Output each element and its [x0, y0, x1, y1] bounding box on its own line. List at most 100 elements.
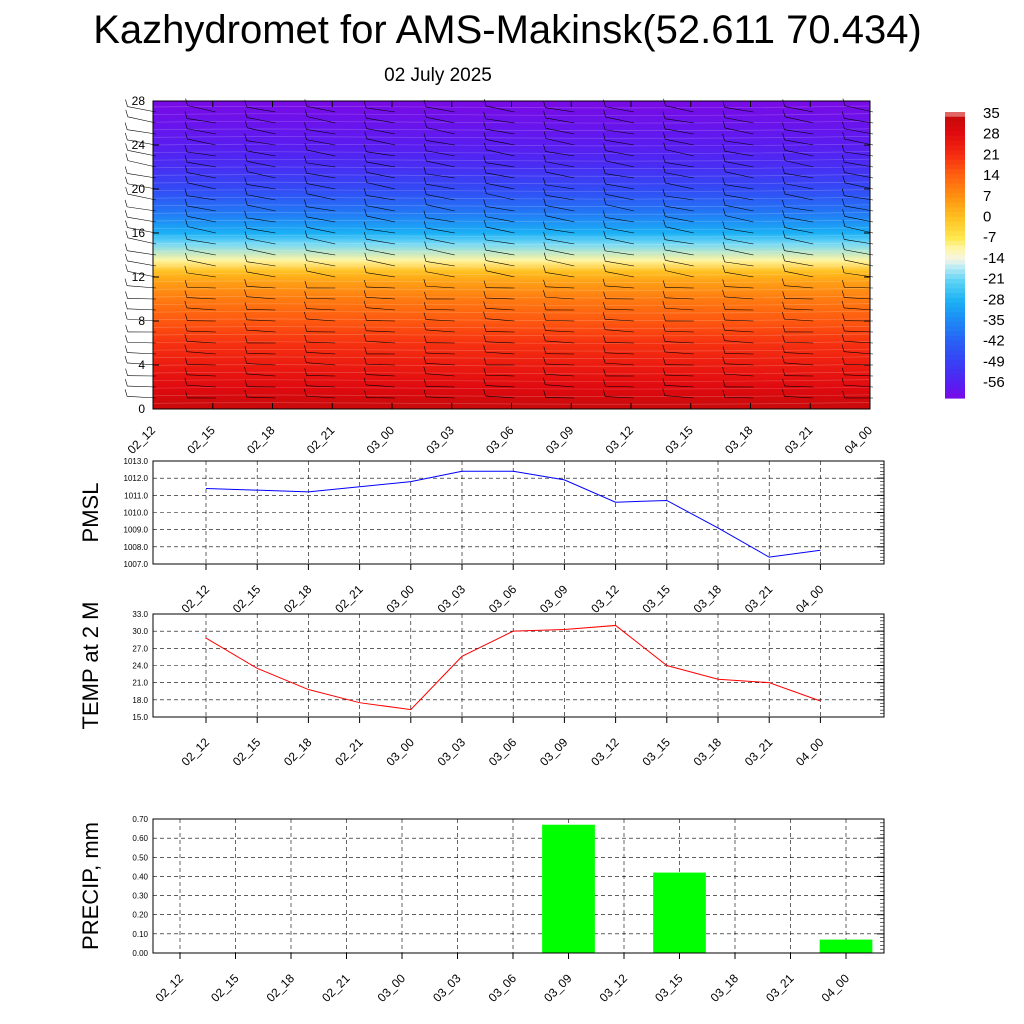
wind-barb-flag: [543, 279, 546, 287]
wind-barb: [366, 363, 396, 366]
y-tick-label: 1012.0: [124, 474, 149, 483]
wind-barb: [545, 194, 575, 201]
wind-barb: [545, 151, 575, 157]
wind-barb-flag: [124, 389, 128, 397]
wind-barb-flag: [662, 378, 666, 386]
wind-barb: [724, 396, 754, 399]
colorbar-label: -28: [983, 291, 1005, 308]
wind-barb: [844, 341, 874, 344]
wind-barb: [187, 226, 216, 234]
wind-barb-flag: [722, 198, 726, 206]
wind-barb: [545, 286, 575, 289]
wind-barb-flag: [423, 322, 427, 330]
x-tick-label: 03_00: [364, 423, 398, 457]
wind-barb-flag: [304, 142, 308, 151]
wind-barb-flag: [304, 176, 308, 184]
contour-line: [152, 250, 871, 253]
wind-barb: [784, 385, 814, 388]
wind-barb-flag: [841, 265, 845, 273]
wind-barb: [844, 205, 874, 212]
wind-barb: [545, 374, 575, 377]
wind-barb: [485, 374, 515, 377]
contour-line: [152, 402, 871, 405]
wind-barb-flag: [483, 253, 487, 261]
wind-barb: [127, 216, 157, 223]
wind-barb-flag: [244, 379, 248, 387]
wind-barb: [186, 195, 216, 201]
contour-line: [152, 113, 871, 116]
wind-barb-flag: [722, 390, 726, 398]
plot-frame: [152, 613, 885, 718]
wind-barb: [187, 216, 216, 223]
wind-barb: [187, 105, 216, 113]
wind-barb-flag: [722, 221, 725, 229]
wind-barb-flag: [364, 208, 367, 217]
wind-barb-flag: [663, 313, 666, 322]
wind-barb-flag: [842, 357, 845, 365]
x-tick-label: 02_21: [319, 971, 353, 1005]
colorbar-segment: [945, 340, 965, 347]
x-tick-label: 04_00: [793, 582, 827, 616]
wind-barb: [545, 171, 575, 179]
colorbar-segment: [945, 393, 965, 399]
y-tick-label: 21.0: [132, 679, 148, 688]
contour-line: [152, 303, 871, 306]
wind-barb-flag: [124, 166, 128, 174]
wind-barb: [127, 341, 157, 344]
wind-barb: [545, 319, 575, 322]
wind-barb: [665, 287, 694, 289]
wind-barb-flag: [662, 324, 666, 332]
wind-barb-flag: [782, 186, 786, 195]
colorbar-segment: [945, 145, 965, 151]
contour-line: [152, 371, 871, 375]
wind-barb-flag: [722, 100, 725, 108]
wind-barb: [186, 239, 216, 245]
wind-barb: [784, 106, 814, 113]
wind-barb: [664, 239, 694, 245]
contour-line: [152, 295, 871, 299]
wind-barb: [307, 116, 336, 124]
colorbar-segment: [945, 264, 965, 270]
wind-barb: [306, 395, 336, 399]
wind-barb: [426, 106, 455, 113]
wind-barb: [605, 308, 635, 311]
wind-barb-flag: [423, 279, 427, 287]
wind-barb: [127, 150, 157, 157]
wind-barb-flag: [842, 121, 845, 129]
wind-barb: [724, 194, 754, 201]
contour-line: [152, 136, 871, 139]
x-tick-label: 03_09: [537, 582, 571, 616]
wind-barb-flag: [125, 99, 128, 107]
wind-barb-flag: [543, 356, 546, 365]
wind-barb-flag: [364, 198, 367, 206]
wind-barb-flag: [663, 98, 666, 106]
wind-barb: [844, 195, 874, 201]
colorbar-segment: [945, 193, 965, 199]
wind-barb: [127, 173, 157, 179]
wind-barb: [187, 364, 216, 366]
colorbar-segment: [945, 345, 965, 351]
y-tick-label: 0.60: [132, 834, 148, 843]
wind-barb-flag: [842, 209, 845, 217]
wind-barb-flag: [244, 323, 247, 331]
wind-barb-flag: [304, 263, 308, 272]
x-tick-label: 03_21: [742, 582, 776, 616]
wind-barb: [665, 128, 694, 135]
wind-barb: [844, 182, 874, 190]
wind-barb-flag: [244, 302, 248, 310]
wind-barb: [366, 272, 396, 278]
y-tick-label: 15.0: [132, 713, 148, 722]
wind-barb: [784, 193, 814, 201]
x-tick-label: 03_12: [603, 423, 637, 457]
contour-line: [152, 219, 871, 223]
wind-barb-flag: [125, 368, 128, 376]
wind-barb-flag: [424, 153, 427, 162]
wind-barb: [306, 318, 336, 322]
wind-barb: [246, 286, 276, 289]
wind-barb-flag: [424, 197, 427, 205]
wind-barb: [306, 216, 336, 223]
wind-barb: [785, 160, 814, 168]
wind-barb-flag: [663, 142, 666, 150]
wind-barb: [665, 172, 694, 179]
wind-barb: [545, 215, 575, 223]
